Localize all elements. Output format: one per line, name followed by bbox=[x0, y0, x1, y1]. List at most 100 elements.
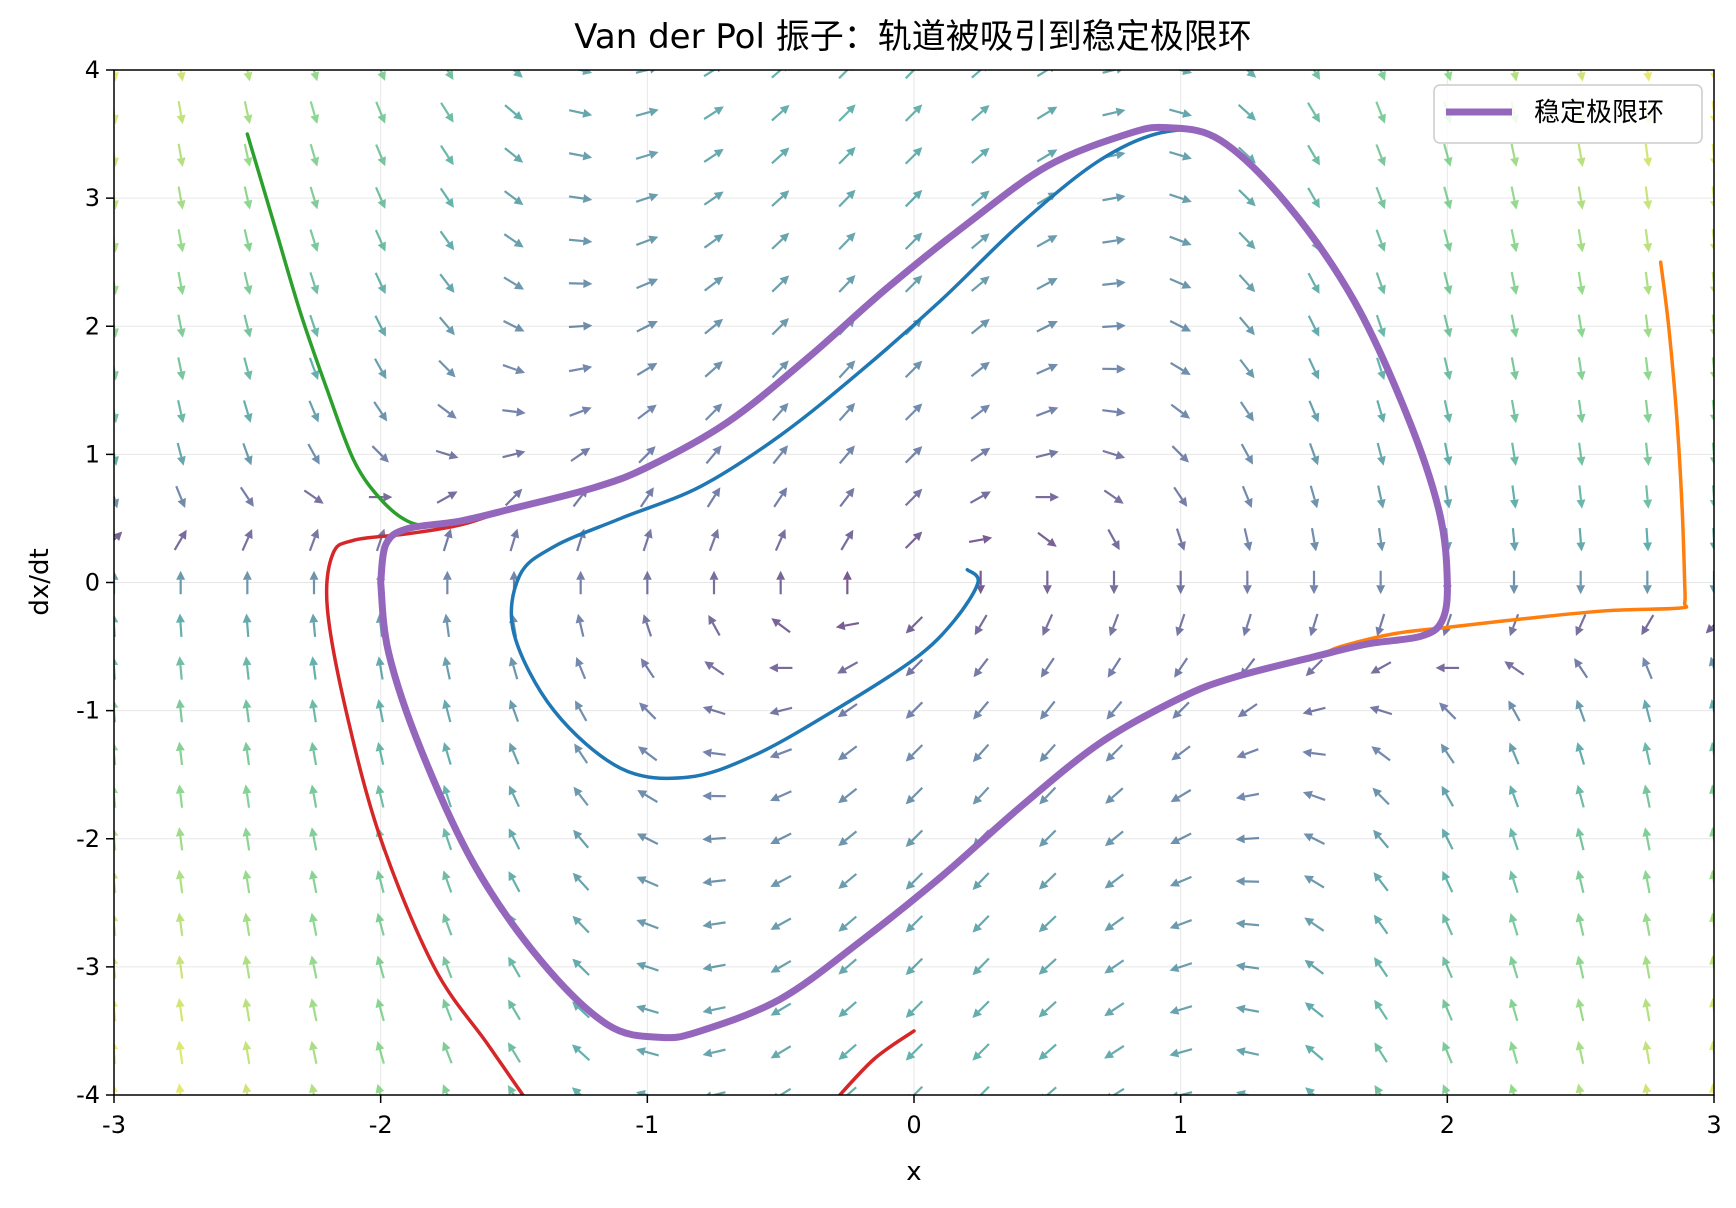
field-arrow bbox=[1307, 315, 1320, 337]
field-arrow bbox=[1302, 748, 1326, 758]
field-arrow bbox=[639, 702, 657, 720]
field-arrow bbox=[642, 614, 653, 637]
field-arrow bbox=[640, 658, 655, 679]
y-tick-label: 4 bbox=[85, 56, 100, 84]
field-arrow bbox=[1235, 834, 1260, 844]
field-arrow bbox=[243, 100, 253, 125]
field-arrow bbox=[1108, 613, 1120, 637]
y-axis-ticks: -4 -3 -2 -1 0 1 2 3 4 bbox=[76, 56, 114, 1109]
field-arrow bbox=[1443, 485, 1453, 509]
field-arrow bbox=[175, 698, 185, 723]
field-arrow bbox=[309, 741, 318, 766]
field-arrow bbox=[1304, 1002, 1324, 1018]
field-arrow bbox=[770, 832, 792, 845]
field-arrow bbox=[570, 447, 591, 462]
field-arrow bbox=[442, 784, 452, 808]
field-arrow bbox=[968, 534, 993, 544]
field-arrow bbox=[1510, 186, 1519, 210]
field-arrow bbox=[1509, 442, 1519, 466]
field-arrow bbox=[1641, 614, 1655, 636]
field-arrow bbox=[175, 912, 185, 936]
field-arrow bbox=[1238, 231, 1256, 250]
field-arrow bbox=[371, 445, 389, 463]
field-arrow bbox=[1443, 442, 1453, 466]
field-arrow bbox=[508, 656, 519, 680]
legend: 稳定极限环 bbox=[1433, 84, 1703, 144]
field-arrow bbox=[1575, 699, 1586, 723]
field-arrow bbox=[508, 956, 521, 978]
field-arrow bbox=[1643, 357, 1653, 381]
field-arrow bbox=[702, 1005, 726, 1015]
field-arrow bbox=[1373, 872, 1389, 892]
field-arrow bbox=[243, 314, 253, 338]
field-arrow bbox=[1038, 958, 1057, 975]
field-arrow bbox=[838, 873, 858, 889]
field-arrow bbox=[1643, 314, 1653, 338]
field-arrow bbox=[771, 618, 791, 634]
field-arrow bbox=[1508, 912, 1519, 936]
field-arrow bbox=[1235, 919, 1260, 929]
field-arrow bbox=[373, 401, 388, 422]
field-arrow bbox=[702, 705, 726, 716]
field-arrow bbox=[1376, 570, 1386, 595]
field-arrow bbox=[838, 787, 858, 804]
field-arrow bbox=[636, 278, 659, 290]
field-arrow bbox=[1642, 784, 1652, 808]
field-arrow bbox=[309, 699, 319, 723]
field-arrow bbox=[309, 186, 320, 210]
field-arrow bbox=[1102, 107, 1126, 117]
field-arrow bbox=[1243, 528, 1253, 552]
field-arrow bbox=[1442, 913, 1454, 936]
field-arrow bbox=[1105, 787, 1124, 804]
field-arrow bbox=[1039, 700, 1056, 720]
field-arrow bbox=[375, 656, 385, 680]
field-arrow bbox=[1575, 998, 1585, 1022]
field-arrow bbox=[706, 487, 721, 508]
field-arrow bbox=[574, 743, 589, 764]
field-arrow bbox=[770, 874, 792, 888]
field-arrow bbox=[439, 187, 454, 208]
field-arrow bbox=[1440, 743, 1455, 764]
field-arrow bbox=[1509, 485, 1519, 509]
field-arrow bbox=[309, 869, 318, 894]
field-arrow bbox=[636, 961, 659, 972]
field-arrow bbox=[375, 912, 385, 936]
field-arrow bbox=[1509, 570, 1519, 595]
field-arrow bbox=[1642, 1040, 1652, 1065]
x-tick-label: 3 bbox=[1706, 1111, 1721, 1139]
field-arrow bbox=[175, 955, 185, 979]
field-arrow bbox=[904, 488, 923, 507]
field-arrow bbox=[1169, 108, 1192, 118]
field-arrow bbox=[309, 570, 319, 595]
field-arrow bbox=[309, 613, 319, 638]
field-arrow bbox=[242, 912, 252, 936]
field-arrow bbox=[175, 1040, 185, 1065]
field-arrow bbox=[502, 407, 526, 417]
field-arrow bbox=[905, 744, 924, 762]
field-arrow bbox=[704, 318, 724, 335]
field-arrow bbox=[569, 406, 592, 417]
field-arrow bbox=[636, 833, 659, 845]
field-arrow bbox=[309, 656, 319, 680]
field-arrow bbox=[904, 232, 923, 250]
field-arrow bbox=[1375, 101, 1386, 124]
field-arrow bbox=[1103, 489, 1124, 504]
field-arrow bbox=[309, 784, 318, 808]
field-arrow bbox=[1642, 955, 1652, 979]
field-arrow bbox=[835, 621, 860, 631]
field-arrow bbox=[1643, 143, 1653, 168]
field-arrow bbox=[1235, 962, 1260, 971]
field-arrow bbox=[375, 101, 386, 124]
field-arrow bbox=[838, 915, 858, 932]
field-arrow bbox=[1576, 399, 1586, 424]
limit-cycle-curve bbox=[377, 123, 1451, 1042]
field-arrow bbox=[508, 999, 521, 1021]
field-arrow bbox=[1238, 189, 1256, 207]
field-arrow bbox=[704, 403, 723, 421]
field-arrow bbox=[972, 743, 990, 763]
field-arrow bbox=[242, 570, 252, 595]
field-arrow bbox=[1508, 742, 1520, 765]
field-arrow bbox=[1371, 746, 1391, 762]
x-tick-label: 0 bbox=[906, 1111, 921, 1139]
field-arrow bbox=[1574, 658, 1589, 679]
